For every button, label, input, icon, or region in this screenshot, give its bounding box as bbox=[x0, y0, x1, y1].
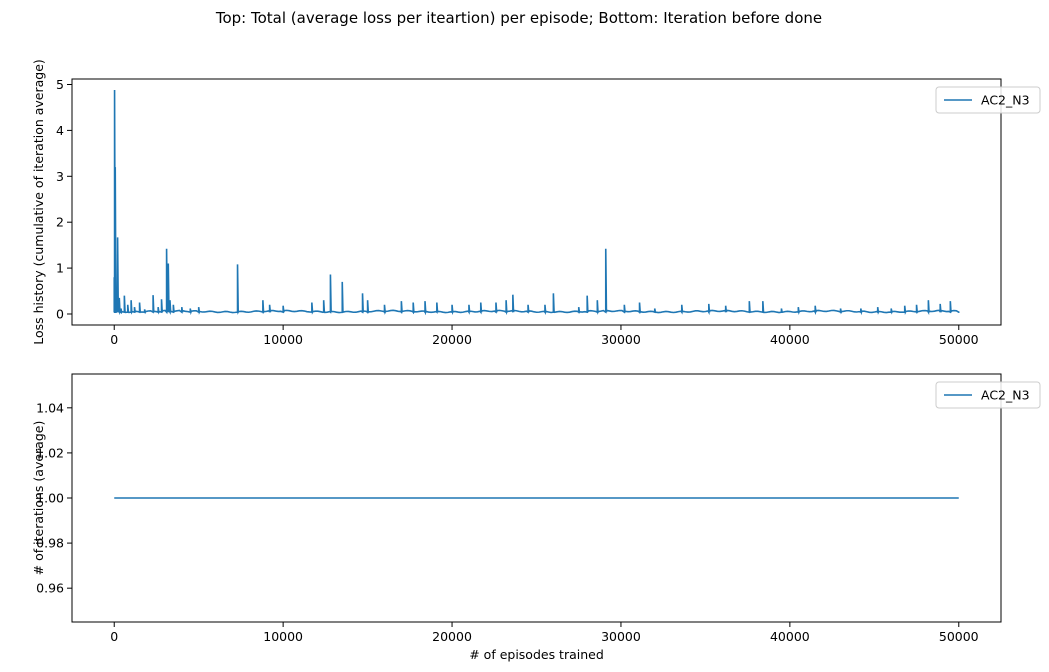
y-tick-label: 0.96 bbox=[36, 581, 64, 596]
y-tick-label: 2 bbox=[56, 215, 64, 230]
y-tick-label: 0 bbox=[56, 306, 64, 321]
legend-label: AC2_N3 bbox=[981, 93, 1030, 108]
y-tick-label: 1 bbox=[56, 261, 64, 276]
y-tick-label: 1.00 bbox=[36, 491, 64, 506]
x-tick-label: 40000 bbox=[770, 332, 810, 347]
legend-box bbox=[935, 381, 1041, 409]
y-tick-label: 4 bbox=[56, 123, 64, 138]
y-tick-label: 3 bbox=[56, 169, 64, 184]
y-tick-label: 5 bbox=[56, 77, 64, 92]
x-tick-label: 0 bbox=[110, 332, 118, 347]
x-tick-label: 10000 bbox=[263, 629, 303, 644]
x-axis-label: # of episodes trained bbox=[469, 647, 604, 662]
legend: AC2_N3 bbox=[935, 381, 1041, 409]
x-tick-label: 0 bbox=[110, 629, 118, 644]
figure-title: Top: Total (average loss per iteartion) … bbox=[215, 9, 822, 27]
y-axis-label: Loss history (cumulative of iteration av… bbox=[31, 59, 46, 345]
bottom-axes: 0 10000 20000 30000 40000 50000 0.96 0.98 1.00 1.… bbox=[31, 373, 1041, 662]
x-tick-label: 20000 bbox=[432, 629, 472, 644]
legend-label: AC2_N3 bbox=[981, 388, 1030, 403]
x-tick-label: 50000 bbox=[939, 629, 979, 644]
y-tick-label: 1.04 bbox=[36, 400, 64, 415]
x-tick-label: 50000 bbox=[939, 332, 979, 347]
y-tick-label: 1.02 bbox=[36, 445, 64, 460]
x-tick-label: 40000 bbox=[770, 629, 810, 644]
x-tick-label: 30000 bbox=[601, 332, 641, 347]
legend: AC2_N3 bbox=[935, 86, 1041, 114]
legend-box bbox=[935, 86, 1041, 114]
top-axes: 0 10000 20000 30000 40000 50000 0 1 2 3 4 5 Loss his… bbox=[31, 59, 1041, 347]
x-tick-label: 20000 bbox=[432, 332, 472, 347]
y-tick-label: 0.98 bbox=[36, 536, 64, 551]
x-tick-label: 30000 bbox=[601, 629, 641, 644]
series-line bbox=[113, 90, 960, 316]
axes-frame bbox=[71, 78, 1002, 326]
y-axis-label: # of iterations (average) bbox=[31, 421, 46, 576]
x-tick-label: 10000 bbox=[263, 332, 303, 347]
